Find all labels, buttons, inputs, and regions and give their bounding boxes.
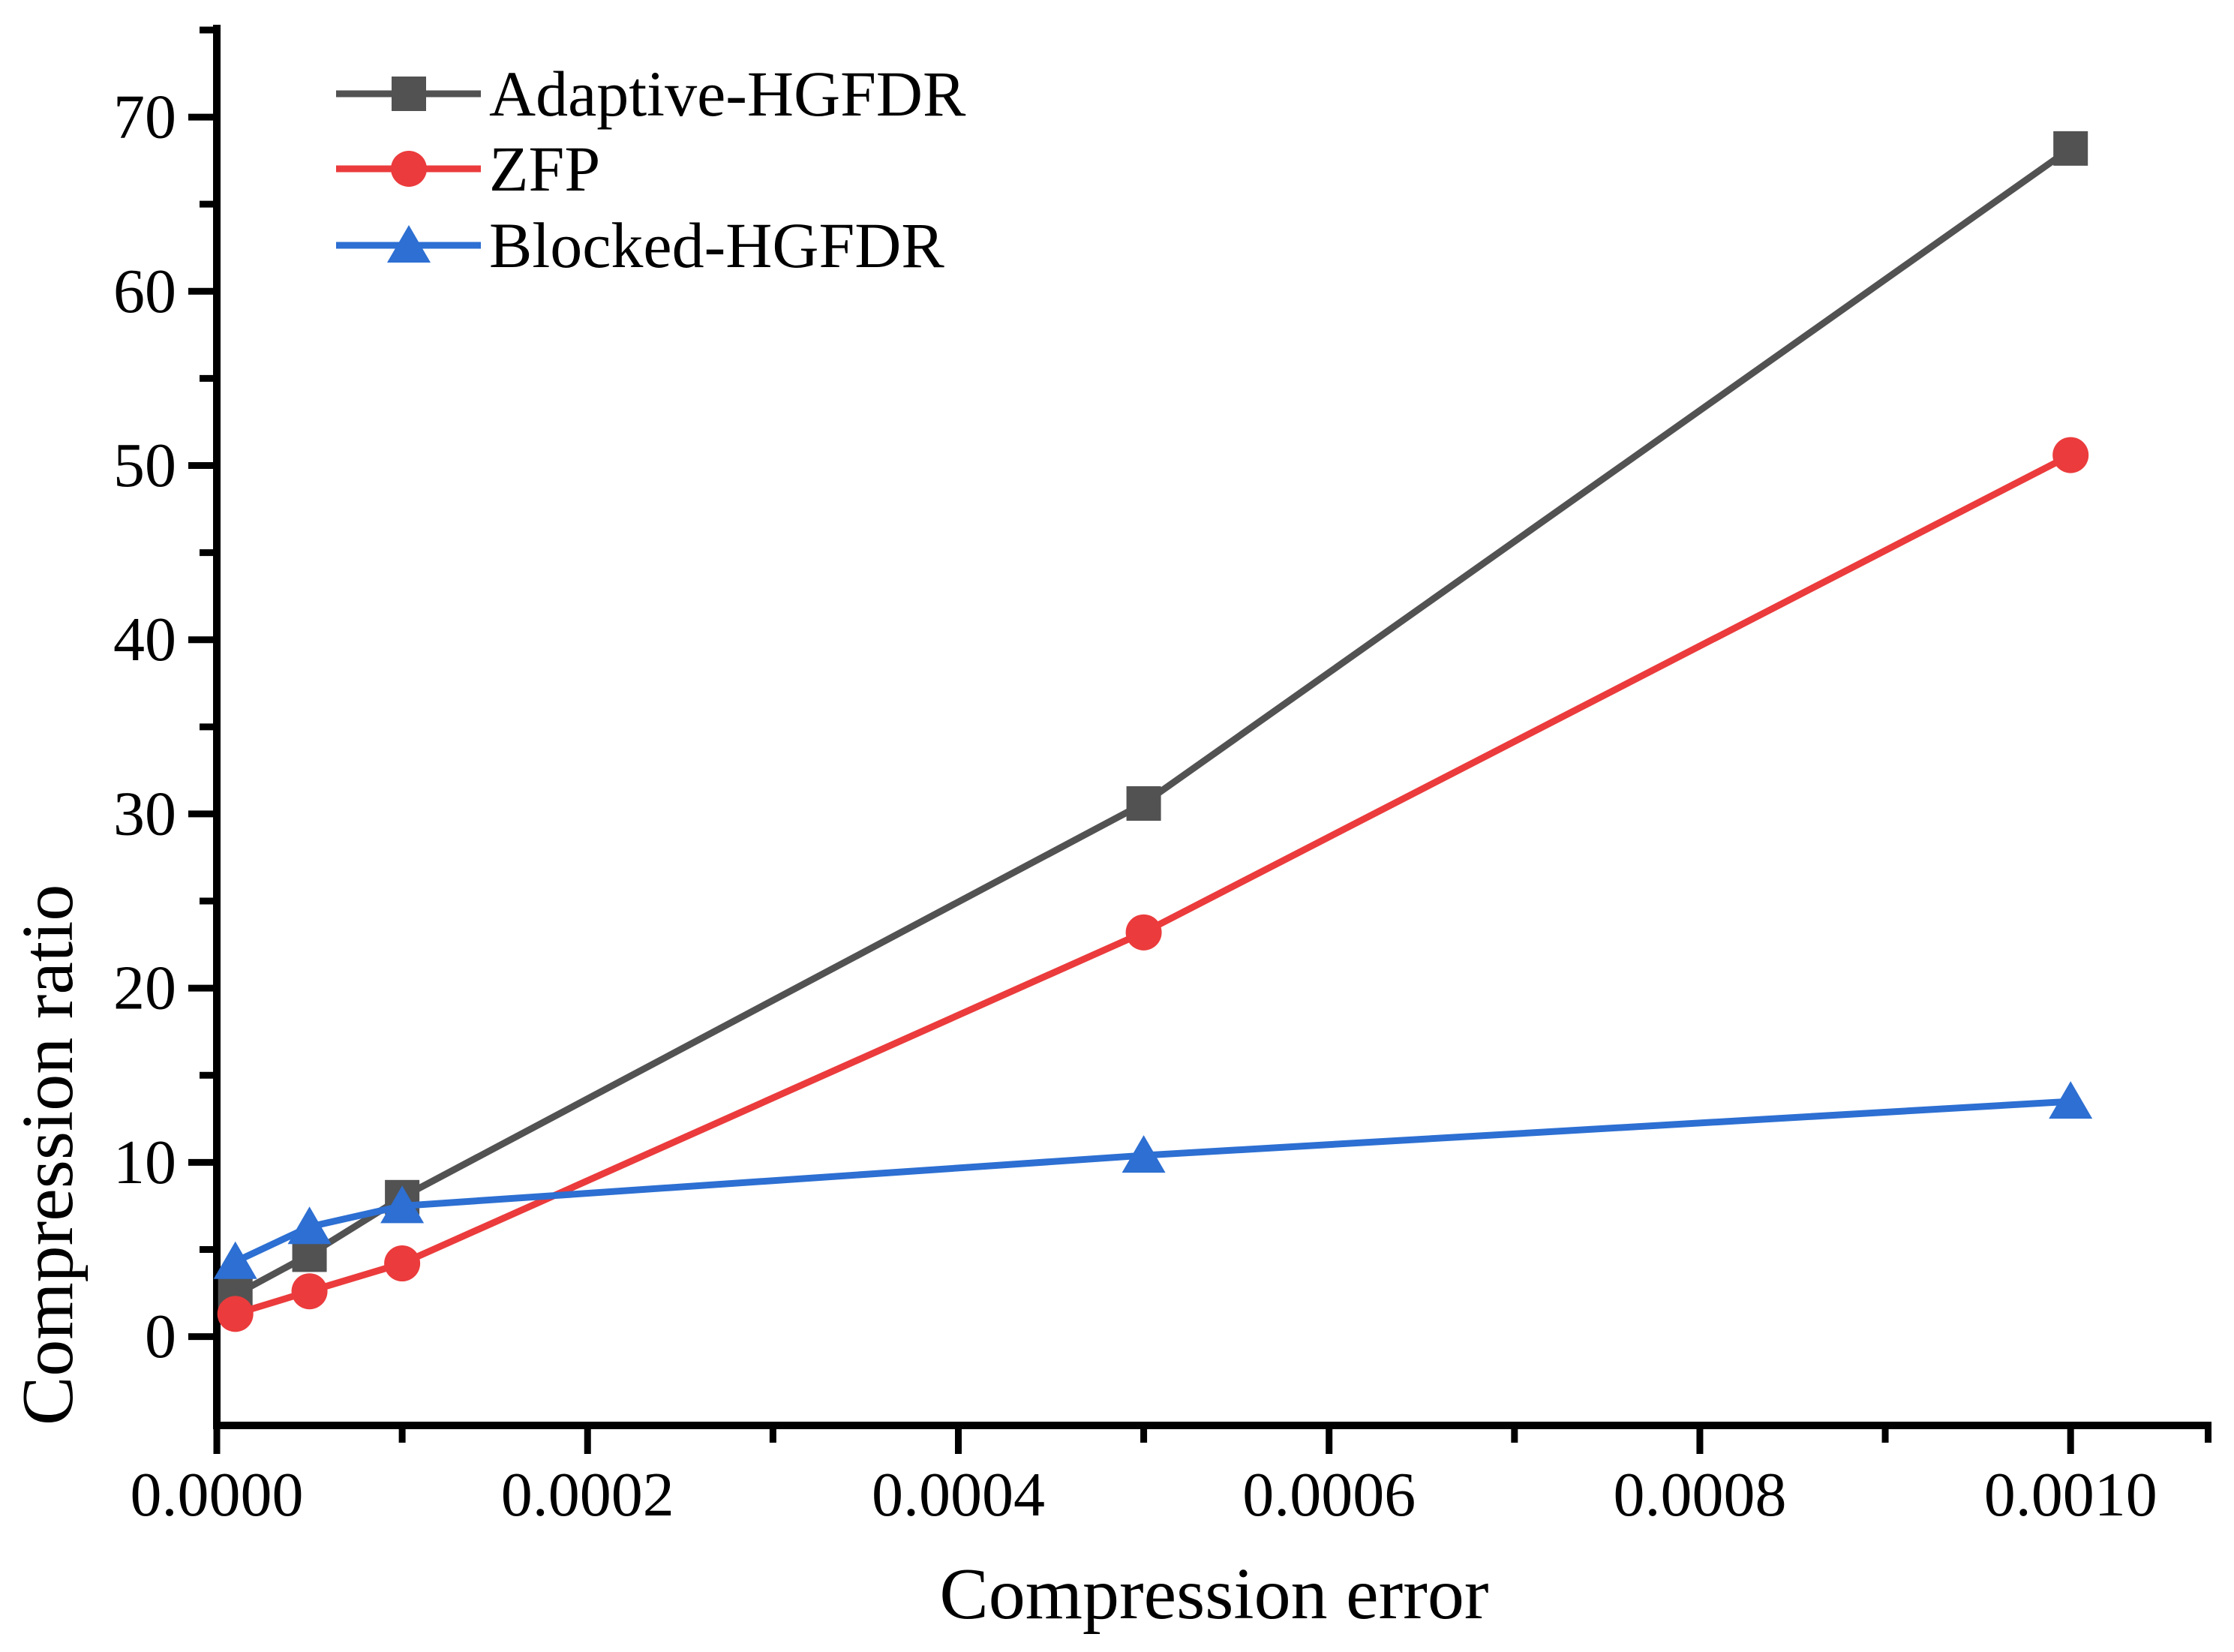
series-marker-adaptive-hgfdr [1126, 785, 1161, 821]
x-axis-title: Compression error [939, 1554, 1489, 1635]
y-tick-label-50: 50 [113, 431, 176, 500]
y-tick-label-20: 20 [113, 954, 176, 1023]
series-marker-blocked-hgfdr [287, 1206, 332, 1245]
series-marker-blocked-hgfdr [1122, 1135, 1166, 1173]
legend-item-zfp: ZFP [336, 133, 600, 205]
series-marker-zfp [1125, 914, 1162, 951]
y-tick-label-70: 70 [113, 83, 176, 152]
y-tick-label-40: 40 [113, 605, 176, 674]
series-marker-blocked-hgfdr [2049, 1081, 2093, 1119]
x-tick-label-0.0002: 0.0002 [501, 1460, 674, 1530]
x-tick-label-0.0010: 0.0010 [1984, 1460, 2157, 1530]
x-tick-label-0.0000: 0.0000 [131, 1460, 304, 1530]
series-marker-adaptive-hgfdr [2053, 131, 2088, 166]
y-tick-label-10: 10 [113, 1128, 176, 1197]
series-line-zfp [234, 452, 2073, 1317]
legend-item-blocked-hgfdr: Blocked-HGFDR [336, 209, 944, 281]
y-tick-label-30: 30 [113, 779, 176, 849]
y-tick-label-0: 0 [145, 1302, 176, 1371]
x-tick-label-0.0006: 0.0006 [1242, 1460, 1416, 1530]
legend-label-adaptive-hgfdr: Adaptive-HGFDR [489, 58, 966, 130]
series-blocked-hgfdr [213, 1081, 2093, 1279]
series-zfp [217, 437, 2089, 1332]
series-line-blocked-hgfdr [233, 1098, 2071, 1265]
legend-label-zfp: ZFP [489, 133, 600, 205]
x-tick-label-0.0004: 0.0004 [872, 1460, 1045, 1530]
x-tick-label-0.0008: 0.0008 [1613, 1460, 1786, 1530]
y-axis-title: Compression ratio [8, 884, 89, 1425]
legend-item-adaptive-hgfdr: Adaptive-HGFDR [336, 58, 966, 130]
series-marker-zfp [384, 1245, 421, 1282]
y-tick-label-60: 60 [113, 257, 176, 326]
legend-marker-adaptive-hgfdr [392, 77, 426, 111]
series-adaptive-hgfdr [218, 131, 2088, 1312]
series-marker-blocked-hgfdr [380, 1185, 425, 1224]
legend-marker-blocked-hgfdr [387, 225, 431, 263]
series-marker-blocked-hgfdr [213, 1241, 257, 1279]
legend-marker-zfp [391, 151, 427, 187]
series-marker-zfp [291, 1273, 328, 1310]
legend-label-blocked-hgfdr: Blocked-HGFDR [489, 209, 944, 281]
series-line-adaptive-hgfdr [233, 146, 2073, 1298]
series-marker-zfp [217, 1296, 254, 1332]
series-marker-zfp [2052, 437, 2089, 473]
